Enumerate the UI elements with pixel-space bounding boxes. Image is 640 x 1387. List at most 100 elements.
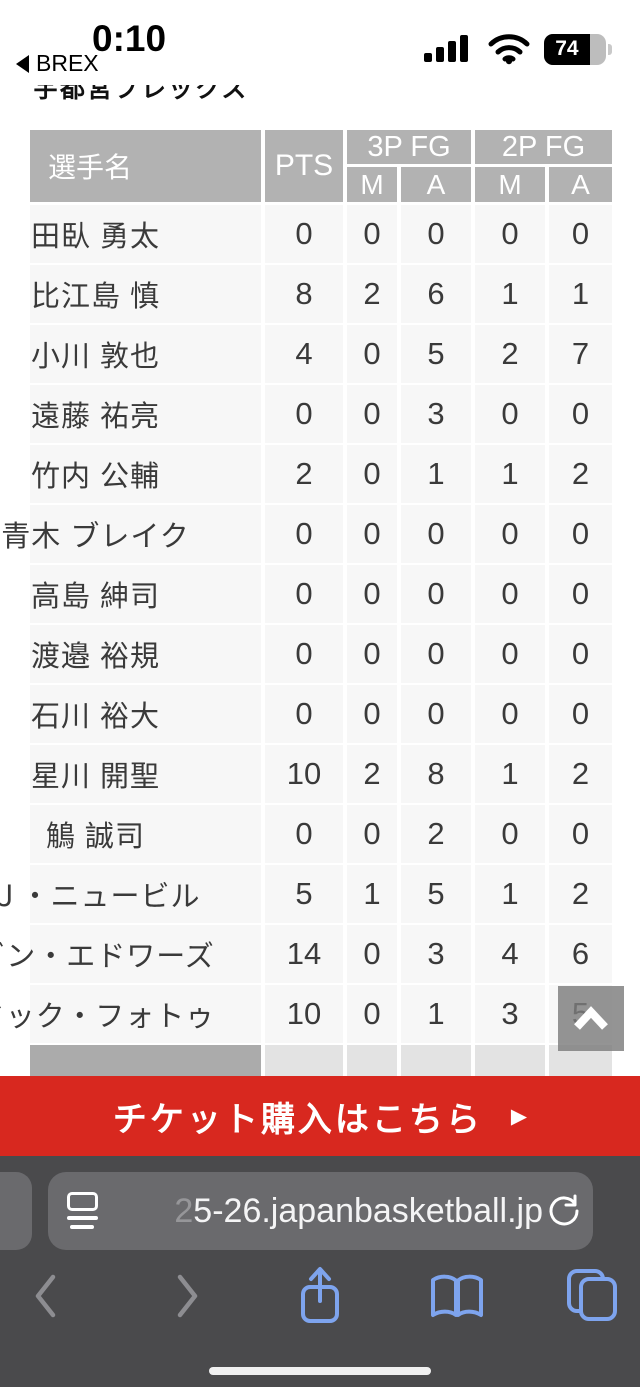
table-row: ビン・エドワーズ 14 0 3 4 6: [0, 925, 612, 983]
fg2-made-cell: 0: [475, 205, 545, 263]
table-row: Ｊ・ニュービル 5 1 5 1 2: [0, 865, 612, 923]
table-row: 竹内 公輔 2 0 1 1 2: [30, 445, 612, 503]
fg3-att-cell: 3: [401, 385, 471, 443]
header-player: 選手名: [30, 130, 261, 202]
fg2-made-cell: 1: [475, 265, 545, 323]
battery-percent: 74: [555, 37, 579, 60]
pts-cell: 10: [265, 985, 343, 1043]
player-name-cell: 遠藤 祐亮: [30, 385, 261, 443]
fg3-att-cell: 1: [401, 985, 471, 1043]
fg3-att-cell: 3: [401, 925, 471, 983]
url-domain: 5-26.japanbasketball.jp: [193, 1191, 543, 1230]
fg3-made-cell: 0: [347, 685, 397, 743]
url-bar[interactable]: 2 5-26.japanbasketball.jp: [48, 1172, 593, 1250]
table-header: 選手名 PTS 3P FG M A 2P FG M A: [30, 130, 612, 202]
reload-icon[interactable]: [546, 1193, 582, 1229]
fg3-att-cell: 0: [401, 685, 471, 743]
table-row: 遠藤 祐亮 0 0 3 0 0: [30, 385, 612, 443]
player-name: 比江島 慎: [30, 281, 161, 313]
fg3-att-cell: 0: [401, 565, 471, 623]
header-3p-att: A: [401, 167, 471, 202]
cellular-signal-icon: [424, 35, 468, 62]
ticket-banner-button[interactable]: チケット購入はこちら ▶: [0, 1076, 640, 1156]
table-row: 渡邉 裕規 0 0 0 0 0: [30, 625, 612, 683]
fg2-att-cell: 0: [549, 565, 612, 623]
back-app-label: BREX: [36, 50, 99, 76]
header-2p-made: M: [475, 167, 545, 202]
fg3-att-cell: 1: [401, 445, 471, 503]
player-name-cell: 星川 開聖: [30, 745, 261, 803]
player-stats-table: 選手名 PTS 3P FG M A 2P FG M A 田臥 勇太 0: [0, 130, 612, 1105]
adjacent-tab-preview[interactable]: [0, 1172, 32, 1250]
fg3-made-cell: 0: [347, 805, 397, 863]
table-row: ドック・フォトゥ 10 0 1 3 5: [0, 985, 612, 1043]
fg3-made-cell: 0: [347, 505, 397, 563]
pts-cell: 0: [265, 205, 343, 263]
header-2p-att: A: [549, 167, 612, 202]
fg3-made-cell: 0: [347, 325, 397, 383]
fg3-made-cell: 2: [347, 745, 397, 803]
fg2-made-cell: 3: [475, 985, 545, 1043]
pts-cell: 5: [265, 865, 343, 923]
fg2-made-cell: 0: [475, 805, 545, 863]
ticket-banner-label: チケット購入はこちら: [112, 1100, 483, 1139]
status-icons: 74: [422, 32, 612, 66]
fg3-att-cell: 2: [401, 805, 471, 863]
forward-button[interactable]: [173, 1272, 203, 1320]
fg3-made-cell: 2: [347, 265, 397, 323]
pts-cell: 14: [265, 925, 343, 983]
fg3-made-cell: 0: [347, 205, 397, 263]
fg3-made-cell: 0: [347, 445, 397, 503]
player-name: Ｊ・ニュービル: [0, 881, 201, 913]
header-2pfg: 2P FG: [475, 130, 612, 164]
fg2-att-cell: 0: [549, 805, 612, 863]
home-indicator[interactable]: [209, 1367, 431, 1375]
page-title-clip: 宇都宮ブレックス: [33, 85, 613, 103]
fg2-att-cell: 7: [549, 325, 612, 383]
reader-icon[interactable]: [67, 1192, 98, 1229]
player-name: 青木 ブレイク: [1, 521, 190, 553]
fg2-att-cell: 0: [549, 205, 612, 263]
player-name: 田臥 勇太: [30, 221, 161, 253]
player-name: 小川 敦也: [30, 341, 161, 373]
table-row: 石川 裕大 0 0 0 0 0: [30, 685, 612, 743]
back-to-app-button[interactable]: BREX: [16, 50, 99, 77]
fg2-att-cell: 1: [549, 265, 612, 323]
fg3-made-cell: 1: [347, 865, 397, 923]
fg2-made-cell: 0: [475, 565, 545, 623]
fg2-made-cell: 4: [475, 925, 545, 983]
pts-cell: 8: [265, 265, 343, 323]
table-row: 鵤 誠司 0 0 2 0 0: [30, 805, 612, 863]
fg3-made-cell: 0: [347, 985, 397, 1043]
header-3p-made: M: [347, 167, 397, 202]
tabs-icon[interactable]: [563, 1266, 621, 1324]
table-row: 青木 ブレイク 0 0 0 0 0: [1, 505, 612, 563]
player-name: ビン・エドワーズ: [0, 941, 215, 973]
status-time: 0:10: [92, 18, 167, 59]
player-name-cell: ビン・エドワーズ: [0, 925, 261, 983]
share-icon[interactable]: [293, 1264, 347, 1328]
player-name-cell: 渡邉 裕規: [30, 625, 261, 683]
back-button[interactable]: [30, 1272, 60, 1320]
fg3-att-cell: 6: [401, 265, 471, 323]
player-name: 渡邉 裕規: [30, 641, 161, 673]
player-name: 鵤 誠司: [45, 821, 146, 853]
pts-cell: 0: [265, 685, 343, 743]
table-row: 小川 敦也 4 0 5 2 7: [30, 325, 612, 383]
battery-icon: 74: [544, 33, 612, 65]
fg2-att-cell: 2: [549, 865, 612, 923]
header-group-3pfg: 3P FG M A: [347, 130, 471, 202]
scroll-to-top-button[interactable]: [558, 986, 624, 1051]
pts-cell: 0: [265, 805, 343, 863]
back-triangle-icon: [16, 54, 29, 73]
player-name: 石川 裕大: [30, 701, 161, 733]
fg3-att-cell: 5: [401, 865, 471, 923]
bookmarks-icon[interactable]: [428, 1272, 486, 1320]
chevron-up-icon: [574, 1005, 608, 1030]
pts-cell: 0: [265, 565, 343, 623]
arrow-right-icon: ▶: [510, 1104, 528, 1128]
player-name: 遠藤 祐亮: [30, 401, 161, 433]
player-name: 星川 開聖: [30, 761, 161, 793]
pts-cell: 0: [265, 505, 343, 563]
table-row: 田臥 勇太 0 0 0 0 0: [30, 205, 612, 263]
